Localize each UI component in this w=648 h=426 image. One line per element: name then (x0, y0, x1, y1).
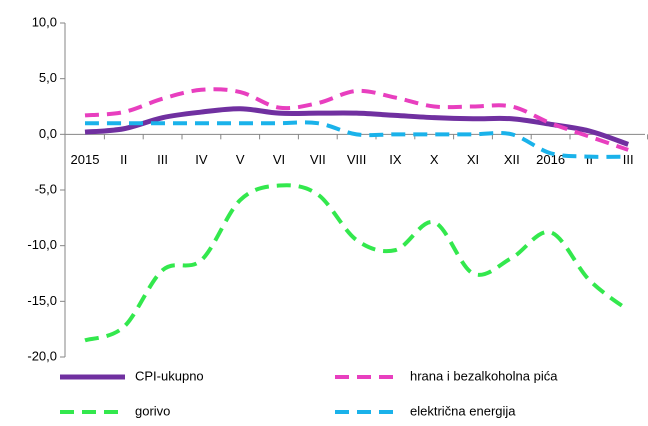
y-tick-label: -10,0 (27, 237, 57, 252)
y-tick-label: -5,0 (35, 181, 57, 196)
x-tick-label: III (157, 152, 168, 167)
x-tick-label: XII (504, 152, 520, 167)
series-line (84, 106, 630, 147)
y-tick-label: 10,0 (32, 14, 57, 29)
legend-label: gorivo (135, 403, 170, 418)
x-tick-label: XI (467, 152, 479, 167)
x-tick-label: VII (310, 152, 326, 167)
x-tick-label: II (586, 152, 593, 167)
series-line (84, 87, 629, 152)
x-tick-label: IX (389, 152, 402, 167)
x-tick-label: III (623, 152, 634, 167)
y-tick-label: -15,0 (27, 293, 57, 308)
legend-label: CPI-ukupno (135, 368, 204, 383)
x-tick-label: IV (195, 152, 208, 167)
x-tick-label: II (120, 152, 127, 167)
y-tick-label: 5,0 (39, 70, 57, 85)
x-tick-label: 2016 (536, 152, 565, 167)
series-line (84, 120, 629, 159)
x-tick-label: X (430, 152, 439, 167)
x-tick-label: V (236, 152, 245, 167)
legend-label: hrana i bezalkoholna pića (410, 368, 558, 383)
x-tick-label: 2015 (71, 152, 100, 167)
series-line (84, 183, 630, 343)
y-tick-label: -20,0 (27, 348, 57, 363)
legend-label: električna energija (410, 403, 516, 418)
x-tick-label: VI (273, 152, 285, 167)
x-tick-label: VIII (347, 152, 367, 167)
y-tick-label: 0,0 (39, 126, 57, 141)
